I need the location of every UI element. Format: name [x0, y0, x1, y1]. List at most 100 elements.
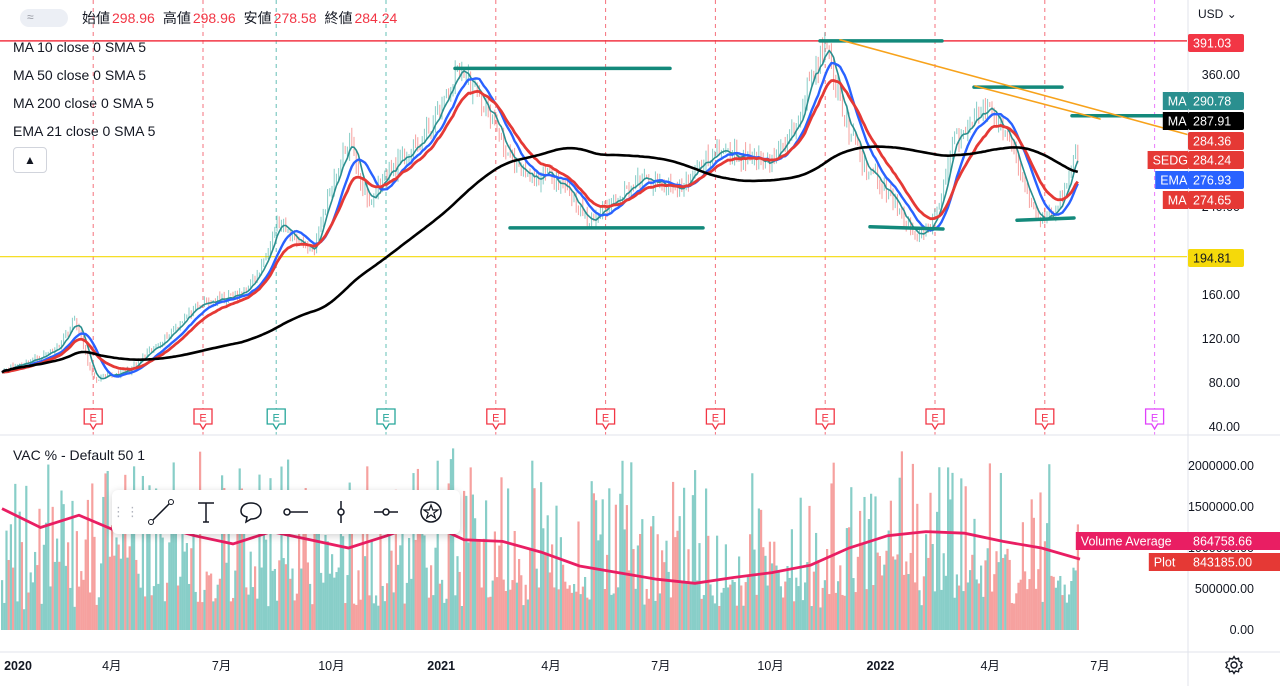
earnings-marker[interactable]: E	[1035, 408, 1055, 431]
price-axis-label[interactable]: 194.81	[1188, 249, 1244, 267]
favorite-button[interactable]	[408, 490, 453, 534]
trend-line-button[interactable]	[138, 490, 183, 534]
volume-bar	[27, 592, 30, 630]
volume-bar	[749, 534, 752, 630]
volume-bar	[170, 527, 173, 630]
visibility-toggle[interactable]: ≈	[20, 9, 68, 27]
price-axis-label[interactable]: 274.65 MA	[1162, 191, 1244, 209]
horizontal-ray-button[interactable]	[273, 490, 318, 534]
price-axis-label[interactable]: 391.03	[1188, 34, 1244, 52]
volume-bar	[755, 594, 758, 630]
volume-bar	[113, 555, 116, 630]
volume-bar	[768, 541, 771, 630]
volume-bar	[106, 470, 109, 630]
volume-label-value-box	[1188, 532, 1280, 550]
volume-bar	[867, 519, 870, 630]
volume-bar	[254, 566, 257, 630]
earnings-marker[interactable]: E	[83, 408, 103, 431]
volume-bar	[878, 556, 881, 630]
volume-bar	[414, 539, 417, 630]
earnings-marker[interactable]: E	[486, 408, 506, 431]
vertical-line-button[interactable]	[318, 490, 363, 534]
volume-bar	[379, 499, 382, 630]
higher-low-line	[1015, 216, 1076, 222]
legend-collapse-button[interactable]: ▲	[13, 147, 47, 173]
volume-bar	[71, 500, 74, 630]
earnings-label: E	[1151, 413, 1158, 425]
volume-bar	[355, 604, 358, 630]
volume-bar	[740, 585, 743, 630]
volume-bar	[179, 576, 182, 630]
volume-bar	[883, 564, 886, 630]
volume-bar	[1030, 499, 1033, 630]
volume-bar	[713, 603, 716, 630]
volume-bar	[557, 589, 560, 630]
volume-bar	[848, 527, 851, 630]
volume-bar	[1032, 517, 1035, 630]
volume-axis-label[interactable]: Volume Average 864758.66	[1075, 532, 1280, 550]
earnings-marker[interactable]: E	[193, 408, 213, 431]
volume-bar	[190, 548, 193, 630]
price-axis-label[interactable]: 284.24 SEDG	[1147, 151, 1244, 169]
volume-bar	[212, 601, 215, 630]
earnings-marker[interactable]: E	[705, 408, 726, 431]
price-axis-label[interactable]: 276.93 EMA	[1155, 171, 1244, 189]
earnings-marker[interactable]: E	[376, 408, 396, 431]
price-axis-label[interactable]: 284.36	[1188, 132, 1244, 150]
secondary-trend-line	[974, 85, 1101, 120]
earnings-marker[interactable]: E	[595, 408, 616, 431]
volume-bar	[614, 504, 617, 630]
earnings-marker[interactable]: E	[266, 408, 286, 431]
volume-bar	[1061, 595, 1064, 630]
volume-bar	[295, 593, 298, 630]
volume-bar	[427, 597, 430, 630]
volume-bar	[925, 534, 928, 630]
earnings-marker[interactable]: E	[815, 408, 835, 431]
currency-selector[interactable]: USD ⌄	[1198, 7, 1237, 21]
earnings-marker[interactable]: E	[1144, 408, 1165, 431]
callout-button[interactable]	[228, 490, 273, 534]
volume-bar	[273, 568, 276, 630]
text-button[interactable]	[183, 490, 228, 534]
volume-bar	[559, 537, 562, 630]
volume-bar	[1026, 589, 1029, 630]
volume-bar	[764, 555, 767, 630]
volume-bar	[960, 478, 963, 630]
volume-axis-label[interactable]: Plot 843185.00	[1148, 553, 1280, 571]
volume-bar	[471, 494, 474, 630]
volume-bar	[89, 592, 92, 630]
cross-line-button[interactable]	[363, 490, 408, 534]
settings-button[interactable]	[1224, 655, 1244, 680]
drawing-toolbar: ⋮⋮	[112, 490, 460, 534]
volume-bar	[654, 600, 657, 630]
volume-bar	[841, 594, 844, 630]
volume-bar	[390, 550, 393, 630]
price-axis-label[interactable]: 290.78 MA	[1162, 92, 1244, 110]
earnings-marker[interactable]: E	[925, 408, 945, 431]
legend-ma200[interactable]: MA 200 close 0 SMA 5	[13, 95, 154, 111]
legend-ma10[interactable]: MA 10 close 0 SMA 5	[13, 39, 147, 55]
volume-legend[interactable]: VAC % - Default 50 1	[13, 447, 146, 463]
legend-ma50[interactable]: MA 50 close 0 SMA 5	[13, 67, 147, 83]
volume-bar	[933, 591, 936, 630]
volume-bar	[771, 563, 774, 630]
price-axis-label[interactable]: 287.91 MA	[1162, 112, 1244, 130]
volume-bar	[832, 462, 835, 630]
volume-bar	[80, 571, 83, 630]
volume-bar	[124, 474, 127, 630]
volume-bar	[91, 483, 94, 630]
volume-bar	[793, 601, 796, 630]
volume-bar	[210, 573, 213, 630]
callout-icon	[239, 502, 262, 524]
legend-ema21[interactable]: EMA 21 close 0 SMA 5	[13, 123, 156, 139]
volume-label-name-box	[1075, 532, 1188, 550]
drag-handle-icon[interactable]: ⋮⋮	[112, 504, 140, 519]
series-label-name: SEDG	[1153, 154, 1188, 168]
earnings-label: E	[492, 413, 499, 425]
volume-bar	[942, 553, 945, 630]
volume-bar	[590, 481, 593, 630]
series-label-name: MA	[1168, 115, 1187, 129]
volume-bar	[993, 574, 996, 630]
volume-bar	[850, 487, 853, 630]
